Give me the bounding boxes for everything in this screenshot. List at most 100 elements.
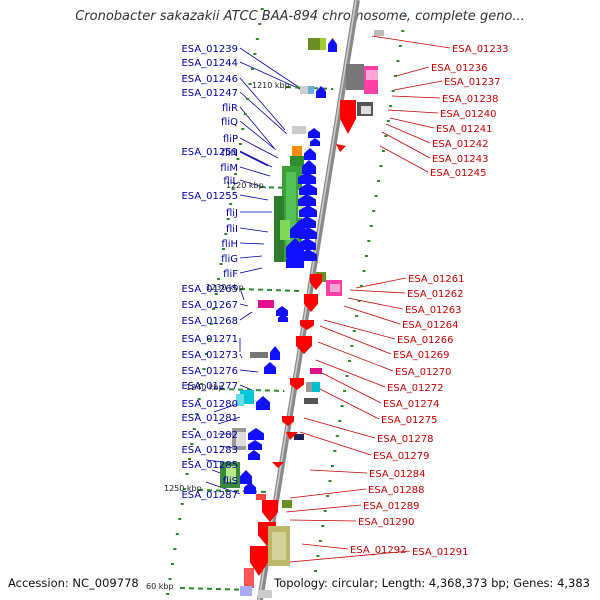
kbp-tick: [197, 489, 269, 493]
gene-block-red: [256, 494, 266, 500]
tick-mark: [338, 420, 342, 422]
gene-block-olive: [308, 38, 320, 50]
tick-mark: [243, 113, 247, 115]
gene-features: [220, 30, 384, 598]
tick-mark: [229, 203, 233, 205]
gene-label-right: ESA_01269: [393, 350, 450, 361]
gene-label-left: ESA_01265: [181, 284, 238, 295]
tick-mark: [316, 555, 320, 557]
leader-line-left: [239, 120, 277, 151]
gene-block-lightgreen: [286, 172, 296, 260]
reverse-gene-arrow: [336, 144, 346, 152]
tick-mark: [389, 105, 393, 107]
tick-mark: [328, 480, 332, 482]
forward-gene-arrow: [240, 470, 252, 484]
forward-gene-arrow: [328, 38, 337, 52]
gene-label-right: ESA_01242: [432, 139, 489, 150]
forward-gene-arrow: [299, 183, 317, 195]
reverse-gene-arrow: [290, 378, 304, 390]
gene-label-right: ESA_01278: [377, 434, 434, 445]
tick-mark: [226, 218, 230, 220]
tick-mark: [178, 518, 182, 520]
gene-block-gray: [292, 126, 306, 134]
leader-line-right: [393, 80, 443, 91]
forward-gene-arrow: [316, 86, 326, 98]
topology-text: Topology: circular; Length: 4,368,373 bp…: [271, 576, 590, 590]
gene-label-right: ESA_01262: [407, 289, 464, 300]
kbp-label: 1220 kbp: [226, 181, 264, 190]
tick-mark: [367, 240, 371, 242]
kbp-label: 60 kbp: [146, 582, 174, 591]
tick-mark: [330, 465, 334, 467]
leader-line-right: [301, 543, 349, 550]
forward-gene-arrow: [276, 306, 288, 316]
leader-line-right: [319, 325, 392, 355]
tick-mark: [183, 488, 187, 490]
gene-block-gray: [258, 590, 272, 598]
tick-mark: [364, 255, 368, 257]
tick-mark: [255, 38, 259, 40]
gene-label-right: ESA_01270: [395, 367, 452, 378]
gene-block-lightkhaki: [272, 532, 286, 560]
gene-labels: ESA_01239 ESA_01244 ESA_01246 ESA_01247 fliR…: [181, 44, 508, 558]
tick-mark: [340, 405, 344, 407]
leader-line-right: [391, 95, 441, 99]
gene-block-lime: [320, 38, 326, 50]
gene-label-left: ESA_01276: [181, 366, 238, 377]
gene-block-lightblue: [308, 86, 314, 94]
tick-mark: [362, 270, 366, 272]
leader-line-left: [239, 151, 269, 167]
tick-mark: [391, 90, 395, 92]
gene-label-left: fliQ: [221, 117, 238, 128]
leader-line-left: [239, 137, 279, 159]
gene-label-right: ESA_01263: [405, 305, 462, 316]
leader-line-left: [217, 416, 241, 425]
gene-block-red: [244, 568, 254, 588]
gene-label-left: ESA_01271: [181, 334, 238, 345]
gene-block-green: [290, 156, 304, 168]
kbp-tick: [219, 388, 285, 392]
tick-mark: [398, 45, 402, 47]
tick-mark: [214, 293, 218, 295]
tick-mark: [175, 533, 179, 535]
leader-line-left: [239, 47, 301, 89]
gene-label-left: fliL: [223, 176, 238, 187]
tick-mark: [323, 510, 327, 512]
gene-label-left: ESA_01267: [181, 300, 238, 311]
gene-label-right: ESA_01291: [412, 547, 469, 558]
tick-mark: [173, 548, 177, 550]
gene-label-right: ESA_01237: [444, 77, 501, 88]
kbp-labels: 1210 kbp 1220 kbp 1230 kbp 1240 kbp 1250 kbp…: [146, 81, 290, 591]
tick-mark: [200, 383, 204, 385]
leader-line-right: [303, 417, 376, 439]
gene-block-lightpink: [330, 284, 340, 292]
gene-label-left: ESA_01246: [181, 74, 238, 85]
gene-block-gray: [304, 398, 318, 404]
forward-gene-arrow: [278, 314, 288, 322]
leader-line-left: [239, 227, 269, 233]
tick-mark: [195, 413, 199, 415]
scale-ticks: [166, 8, 407, 595]
gene-label-left: fliG: [221, 254, 238, 265]
forward-gene-arrow: [299, 205, 317, 217]
leader-line-right: [289, 550, 411, 563]
gene-label-left: ESA_01281: [181, 413, 238, 424]
tick-mark: [204, 353, 208, 355]
tick-mark: [187, 458, 191, 460]
leader-line-left: [239, 150, 273, 168]
forward-gene-arrow: [248, 450, 260, 460]
gene-label-left: ESA_01282: [181, 430, 238, 441]
tick-mark: [384, 135, 388, 137]
leader-line-right: [289, 519, 357, 522]
tick-mark: [345, 375, 349, 377]
leader-line-right: [395, 66, 430, 77]
leader-line-left: [239, 303, 249, 307]
leader-line-right: [347, 297, 404, 310]
gene-block-cyan: [312, 382, 320, 392]
kbp-label: 1230 kbp: [206, 283, 244, 292]
tick-mark: [190, 443, 194, 445]
tick-mark: [352, 330, 356, 332]
tick-mark: [170, 563, 174, 565]
accession-text: Accession: NC_009778: [8, 576, 142, 590]
